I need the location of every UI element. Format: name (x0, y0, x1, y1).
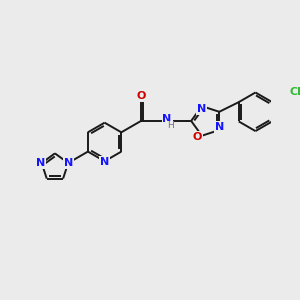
Text: O: O (136, 91, 146, 101)
Text: N: N (100, 157, 109, 167)
Text: N: N (214, 122, 224, 132)
Text: N: N (36, 158, 45, 168)
Text: N: N (162, 114, 172, 124)
Text: Cl: Cl (290, 87, 300, 97)
Text: N: N (197, 104, 206, 114)
Text: H: H (167, 121, 174, 130)
Text: N: N (64, 158, 73, 168)
Text: O: O (192, 132, 202, 142)
